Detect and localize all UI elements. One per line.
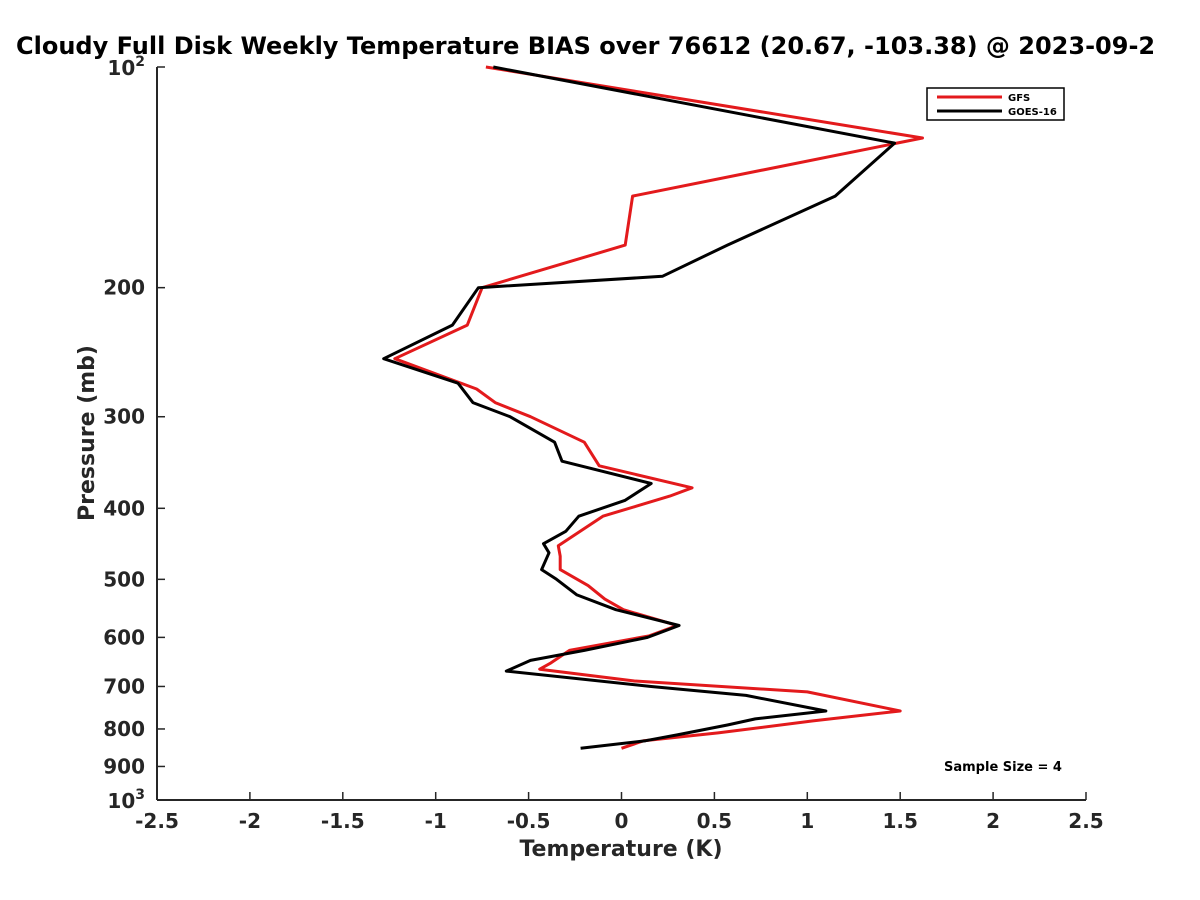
x-tick-label: -2 [239, 809, 261, 833]
legend-label-gfs: GFS [1008, 93, 1030, 104]
y-tick-label: 400 [103, 496, 145, 520]
x-tick-label: 0.5 [697, 809, 732, 833]
y-tick-label-base: 10 [107, 789, 135, 813]
x-axis-ticks: -2.5 -2 -1.5 -1 -0.5 0 0.5 1 1.5 2 2.5 [135, 792, 1104, 833]
x-tick-label: -1.5 [321, 809, 365, 833]
y-tick-label: 500 [103, 567, 145, 591]
legend: GFS GOES-16 [926, 87, 1065, 121]
y-tick-label: 700 [103, 674, 145, 698]
x-axis-label: Temperature (K) [519, 837, 722, 862]
legend-label-goes-16: GOES-16 [1008, 107, 1057, 118]
y-tick-label-exponent: 2 [135, 54, 145, 70]
y-tick-label: 800 [103, 717, 145, 741]
x-tick-label: -1 [425, 809, 447, 833]
y-tick-label: 300 [103, 405, 145, 429]
x-tick-label: -0.5 [507, 809, 551, 833]
x-tick-label: -2.5 [135, 809, 179, 833]
series-line-goes-16 [382, 65, 897, 750]
x-tick-label: 1 [800, 809, 814, 833]
y-axis-label: Pressure (mb) [75, 345, 100, 521]
x-tick-label: 2 [986, 809, 1000, 833]
x-tick-label: 1.5 [882, 809, 917, 833]
y-tick-label: 103 [107, 787, 145, 813]
sample-size-annotation: Sample Size = 4 [944, 760, 1062, 775]
y-tick-label: 900 [103, 754, 145, 778]
y-tick-label: 600 [103, 625, 145, 649]
x-tick-label: 2.5 [1068, 809, 1103, 833]
y-tick-label: 200 [103, 276, 145, 300]
series-lines [382, 65, 924, 750]
y-tick-label-base: 10 [107, 56, 135, 80]
legend-box [926, 87, 1065, 121]
series-line-gfs [393, 65, 924, 750]
x-tick-label: 0 [615, 809, 629, 833]
chart-title: Cloudy Full Disk Weekly Temperature BIAS… [16, 32, 1155, 60]
y-tick-label: 102 [107, 54, 145, 80]
y-tick-label-exponent: 3 [135, 787, 145, 803]
